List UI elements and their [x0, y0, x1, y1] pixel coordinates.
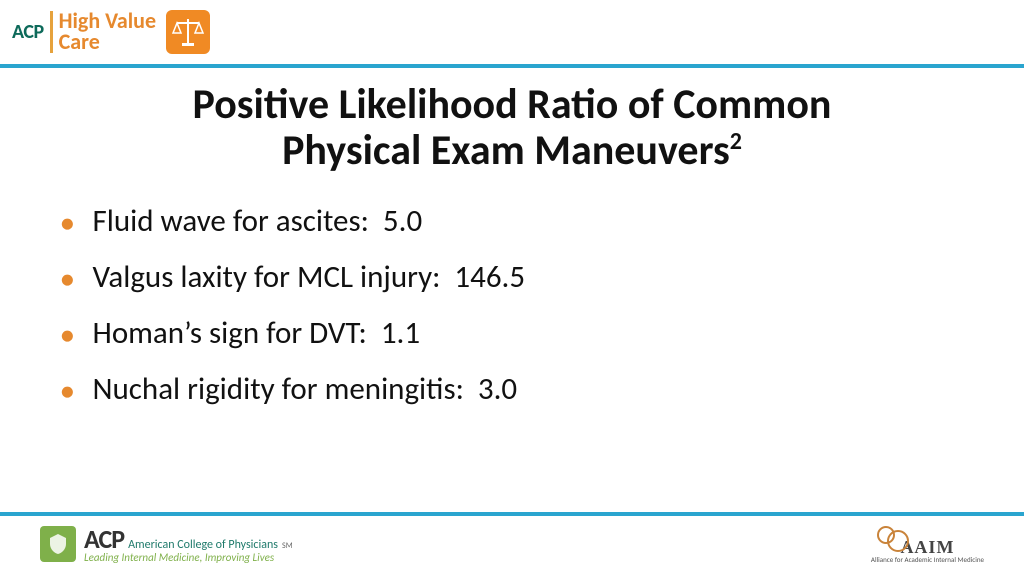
bullet-icon: ●	[60, 208, 75, 239]
list-item: ● Valgus laxity for MCL injury: 146.5	[60, 258, 960, 296]
acp-text-block: ACP American College of Physicians SM Le…	[84, 526, 293, 563]
bullet-icon: ●	[60, 264, 75, 295]
bullet-label: Nuchal rigidity for meningitis:	[93, 370, 464, 408]
bullet-value: 146.5	[454, 258, 525, 296]
bullet-label: Valgus laxity for MCL injury:	[93, 258, 441, 296]
acp-sm: SM	[282, 542, 293, 550]
title-line2: Physical Exam Maneuvers	[282, 125, 730, 176]
high-value-care-text: High Value Care	[50, 11, 156, 53]
acp-big: ACP	[84, 526, 124, 552]
top-rule	[0, 64, 1024, 68]
aaim-sub: Alliance for Academic Internal Medicine	[871, 556, 984, 563]
bullet-icon: ●	[60, 320, 75, 351]
bullet-icon: ●	[60, 376, 75, 407]
acp-sub1: American College of Physicians	[128, 539, 278, 551]
acp-mark: ACP	[12, 20, 44, 44]
title-line1: Positive Likelihood Ratio of Common	[193, 79, 832, 130]
bullet-label: Fluid wave for ascites:	[93, 202, 369, 240]
header-logo-block: ACP High Value Care	[12, 10, 210, 54]
acp-sub2: Leading Internal Medicine, Improving Liv…	[84, 552, 293, 563]
rings-icon	[877, 526, 895, 544]
bullet-value: 3.0	[478, 370, 517, 408]
acp-footer-logo: ACP American College of Physicians SM Le…	[40, 526, 293, 563]
bottom-rule	[0, 512, 1024, 516]
scales-icon	[166, 10, 210, 54]
list-item: ● Nuchal rigidity for meningitis: 3.0	[60, 370, 960, 408]
bullet-label: Homan’s sign for DVT:	[93, 314, 367, 352]
list-item: ● Homan’s sign for DVT: 1.1	[60, 314, 960, 352]
list-item: ● Fluid wave for ascites: 5.0	[60, 202, 960, 240]
bullet-list: ● Fluid wave for ascites: 5.0 ● Valgus l…	[60, 202, 960, 426]
slide-title: Positive Likelihood Ratio of Common Phys…	[0, 82, 1024, 174]
aaim-footer-logo: AAIM Alliance for Academic Internal Medi…	[871, 526, 984, 563]
bullet-value: 1.1	[381, 314, 420, 352]
acp-shield-icon	[40, 526, 76, 562]
slide: ACP High Value Care Positive Likelihood …	[0, 0, 1024, 576]
hvc-line2: Care	[59, 32, 156, 53]
title-superscript: 2	[730, 127, 742, 156]
footer: ACP American College of Physicians SM Le…	[0, 520, 1024, 568]
bullet-value: 5.0	[383, 202, 422, 240]
